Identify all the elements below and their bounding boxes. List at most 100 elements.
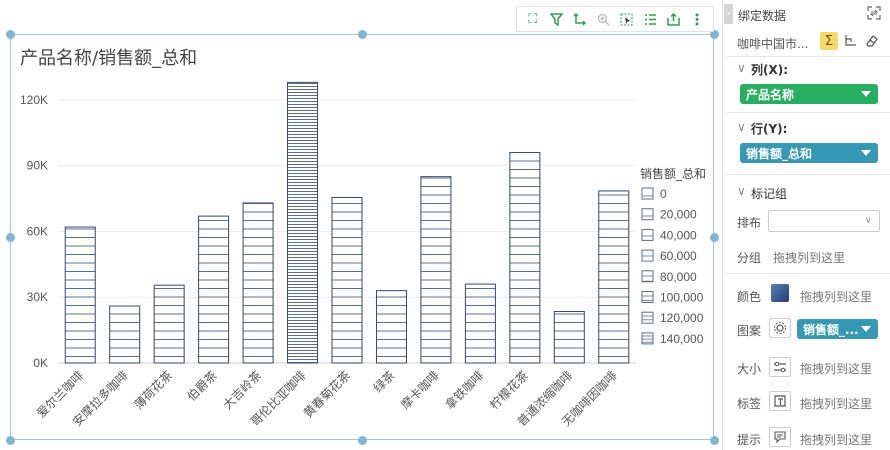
tooltip-icon[interactable]	[769, 427, 791, 447]
legend-label: 60,000	[660, 249, 697, 263]
color-label: 颜色	[737, 290, 762, 304]
divider	[726, 174, 890, 175]
pattern-gear-icon[interactable]	[769, 318, 791, 338]
filter-icon[interactable]	[547, 10, 565, 28]
chevron-down-icon: ∨	[864, 215, 872, 226]
swap-axes-icon[interactable]	[571, 10, 589, 28]
more-icon[interactable]	[688, 10, 706, 28]
caret-down-icon[interactable]	[861, 91, 871, 97]
size-icon[interactable]	[769, 357, 791, 377]
y-tick-label: 60K	[27, 224, 48, 238]
resize-handle-top[interactable]	[358, 30, 367, 39]
legend-item: 80,000	[641, 270, 697, 284]
bar	[553, 310, 585, 364]
legend-item: 20,000	[641, 208, 697, 222]
x-tick-label: 黄春菊花茶	[300, 368, 353, 421]
panel-title: 绑定数据	[738, 9, 787, 23]
color-dropzone[interactable]: 拖拽列到这里	[800, 290, 873, 304]
group-label: 分组	[737, 251, 762, 265]
hierarchy-icon[interactable]	[843, 33, 859, 49]
pattern-field-label: 销售额_...	[803, 322, 859, 337]
legend-label: 140,000	[660, 332, 704, 346]
bar	[420, 176, 452, 364]
bar	[109, 305, 141, 364]
y-tick-label: 30K	[27, 290, 48, 304]
tag-dropzone[interactable]: 拖拽列到这里	[800, 397, 873, 411]
y-tick-label: 120K	[20, 93, 48, 107]
resize-handle-left[interactable]	[6, 233, 15, 242]
x-tick-label: 薄荷花茶	[131, 368, 176, 413]
rows-field-pill[interactable]: 销售额_总和	[740, 143, 878, 163]
size-dropzone[interactable]: 拖拽列到这里	[800, 362, 873, 376]
layout-select[interactable]: ∨	[768, 210, 880, 232]
bar	[198, 215, 230, 364]
pattern-field-pill[interactable]: 销售额_...	[797, 319, 878, 339]
fullscreen-icon[interactable]: ⛶	[528, 11, 538, 27]
export-icon[interactable]	[665, 10, 683, 28]
dataset-name[interactable]: 咖啡中国市...	[737, 37, 809, 51]
bar	[464, 283, 496, 364]
tag-label: 标签	[737, 397, 762, 411]
bar	[509, 152, 541, 364]
x-tick-label: 大吉岭茶	[220, 368, 265, 413]
resize-handle-top-left[interactable]	[6, 30, 15, 39]
resize-handle-top-right[interactable]	[710, 30, 719, 39]
legend-item: 40,000	[641, 228, 697, 242]
columns-field-pill[interactable]: 产品名称	[740, 84, 878, 104]
size-label: 大小	[737, 362, 762, 376]
caret-down-icon[interactable]	[861, 150, 871, 156]
columns-chevron-icon[interactable]: ∨	[737, 61, 746, 75]
legend-item: 60,000	[641, 249, 697, 263]
color-swatch-icon[interactable]	[771, 284, 789, 302]
collapse-panel-icon[interactable]: ›	[724, 4, 733, 24]
marks-label: 标记组	[751, 187, 788, 201]
legend-title: 销售额_总和	[640, 166, 706, 181]
legend-item: 140,000	[641, 332, 704, 346]
rows-chevron-icon[interactable]: ∨	[737, 120, 746, 134]
y-tick-label: 0K	[33, 356, 48, 370]
select-icon[interactable]	[618, 10, 636, 28]
rows-field-label: 销售额_总和	[746, 146, 813, 161]
tip-dropzone[interactable]: 拖拽列到这里	[800, 433, 873, 447]
bar	[64, 226, 96, 364]
legend-swatch	[641, 208, 654, 221]
tip-label: 提示	[737, 433, 762, 447]
label-text-icon[interactable]	[769, 391, 791, 411]
bar	[598, 190, 630, 364]
x-tick-label: 拿铁咖啡	[442, 368, 487, 413]
bar	[242, 202, 274, 364]
divider	[726, 112, 890, 113]
resize-handle-bottom-left[interactable]	[6, 436, 15, 445]
legend-item: 120,000	[641, 311, 704, 325]
list-icon[interactable]	[641, 10, 659, 28]
chart-toolbar: ⛶	[516, 6, 714, 32]
bar-chart: 爱尔兰咖啡安摩拉多咖啡 薄荷花茶 伯爵茶 大吉岭茶哥伦比亚咖啡黄春菊花茶 绿茶 摩卡咖啡拿…	[20, 81, 706, 429]
resize-handle-right[interactable]	[710, 233, 719, 242]
legend-label: 0	[660, 187, 667, 201]
x-tick-label: 摩卡咖啡	[397, 368, 442, 413]
divider	[726, 56, 890, 57]
divider	[726, 273, 890, 274]
columns-label: 列(X):	[751, 63, 789, 77]
columns-field-label: 产品名称	[746, 87, 795, 102]
legend-swatch	[641, 332, 654, 345]
caret-down-icon[interactable]	[861, 326, 871, 332]
chart-title: 产品名称/销售额_总和	[20, 48, 198, 69]
resize-handle-bottom[interactable]	[358, 436, 367, 445]
legend-swatch	[641, 187, 654, 200]
zoom-icon[interactable]	[594, 10, 612, 28]
switch-dataset-icon[interactable]	[866, 5, 882, 21]
group-dropzone[interactable]: 拖拽列到这里	[773, 251, 846, 265]
legend-swatch	[641, 311, 654, 324]
legend-item: 0	[641, 187, 667, 201]
legend-item: 100,000	[641, 291, 704, 305]
y-tick-label: 90K	[27, 159, 48, 173]
legend-label: 40,000	[660, 228, 697, 242]
marks-chevron-icon[interactable]: ∨	[737, 184, 746, 198]
sigma-icon[interactable]: Σ	[820, 32, 838, 50]
x-tick-label: 绿茶	[370, 368, 398, 396]
legend-label: 80,000	[660, 270, 697, 284]
bar	[153, 284, 185, 364]
eraser-icon[interactable]	[864, 33, 880, 49]
resize-handle-bottom-right[interactable]	[710, 436, 719, 445]
